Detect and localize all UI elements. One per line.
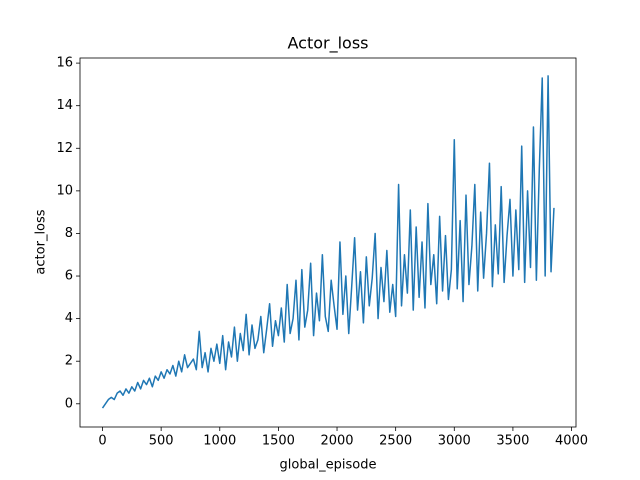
y-tick-label: 4 <box>65 311 73 326</box>
y-tick-label: 12 <box>56 141 73 156</box>
x-axis-label: global_episode <box>280 458 377 473</box>
x-tick-label: 2500 <box>379 434 412 449</box>
chart-title: Actor_loss <box>287 34 368 54</box>
y-tick-label: 0 <box>65 396 73 411</box>
y-tick-label: 6 <box>65 269 73 284</box>
y-tick-label: 14 <box>56 98 73 113</box>
y-tick-label: 10 <box>56 183 73 198</box>
x-tick-label: 3000 <box>438 434 471 449</box>
y-tick-label: 2 <box>65 354 73 369</box>
plot-frame <box>79 57 577 428</box>
x-tick-label: 1500 <box>262 434 295 449</box>
x-tick-label: 2000 <box>320 434 353 449</box>
x-tick-label: 0 <box>98 434 106 449</box>
y-tick-label: 16 <box>56 56 73 71</box>
x-tick-label: 500 <box>149 434 174 449</box>
y-axis-label: actor_loss <box>34 209 49 274</box>
line-series <box>101 75 555 409</box>
x-tick-label: 4000 <box>555 434 588 449</box>
y-tick-label: 8 <box>65 226 73 241</box>
x-tick-label: 3500 <box>496 434 529 449</box>
x-tick-label: 1000 <box>203 434 236 449</box>
